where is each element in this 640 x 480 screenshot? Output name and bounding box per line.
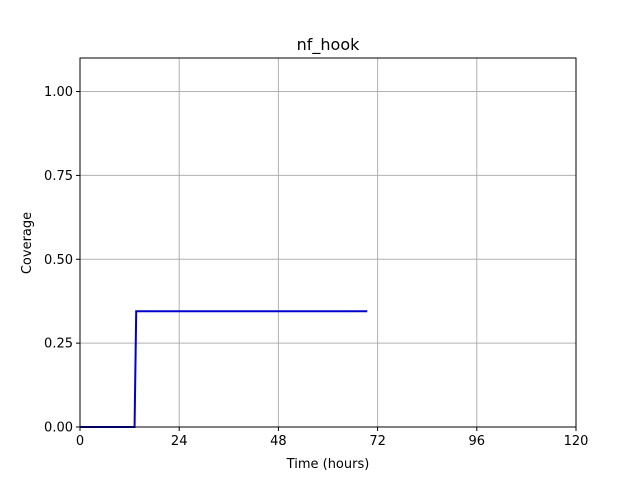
chart-title: nf_hook bbox=[297, 35, 360, 55]
x-tick-label: 24 bbox=[171, 434, 188, 449]
grid bbox=[79, 58, 577, 428]
y-tick-label: 0.50 bbox=[44, 253, 73, 268]
plot-frame bbox=[79, 57, 577, 428]
y-axis-label: Coverage bbox=[20, 212, 35, 274]
y-tick-label: 0.75 bbox=[44, 169, 73, 184]
y-axis: 0.00 0.25 0.50 0.75 1.00 bbox=[44, 85, 80, 436]
x-tick-label: 120 bbox=[564, 434, 589, 449]
x-tick-label: 48 bbox=[270, 434, 287, 449]
x-tick-label: 0 bbox=[76, 434, 84, 449]
y-tick-label: 0.00 bbox=[44, 421, 73, 436]
x-tick-label: 72 bbox=[369, 434, 386, 449]
y-tick-label: 1.00 bbox=[44, 85, 73, 100]
x-axis-label: Time (hours) bbox=[286, 457, 370, 472]
y-tick-label: 0.25 bbox=[44, 337, 73, 352]
x-tick-label: 96 bbox=[469, 434, 486, 449]
x-axis: 0 24 48 72 96 120 bbox=[76, 427, 589, 449]
series-line-coverage bbox=[80, 310, 368, 428]
series-layer bbox=[80, 310, 368, 428]
